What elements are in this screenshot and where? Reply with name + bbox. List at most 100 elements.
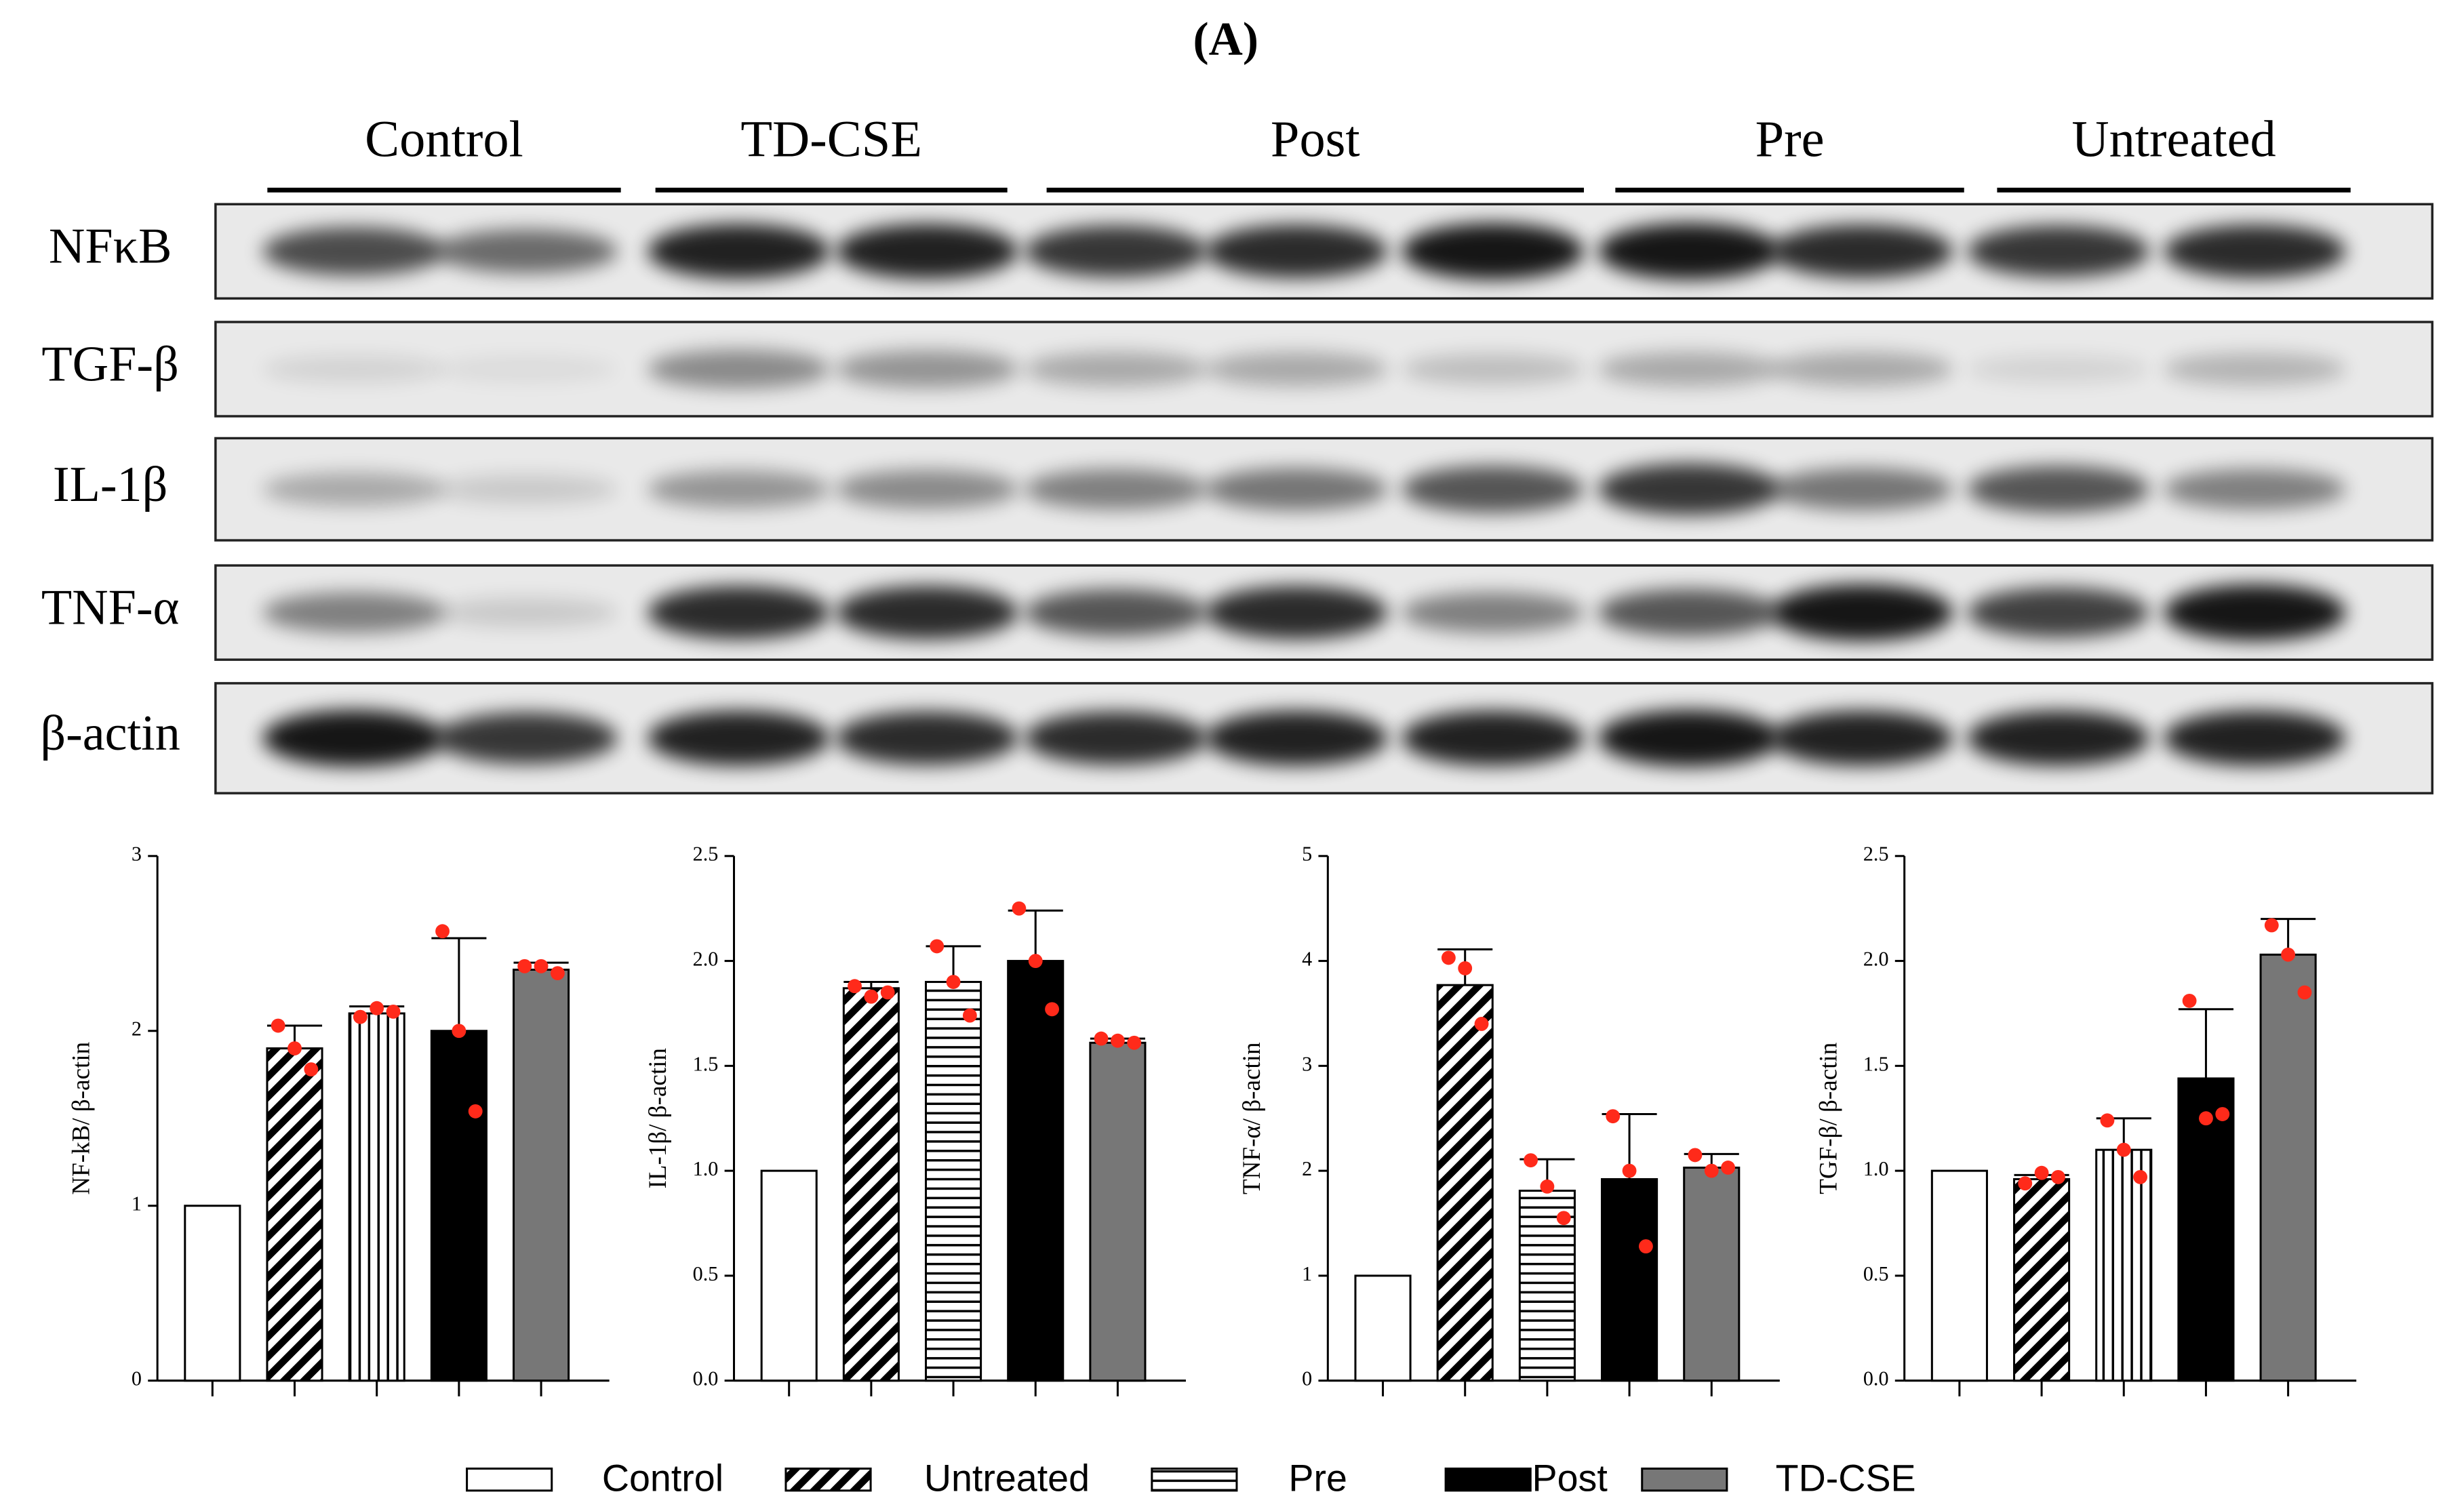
data-point <box>1012 901 1027 916</box>
blot-band <box>435 355 618 383</box>
y-tick-label: 2.0 <box>693 947 719 970</box>
y-tick-label: 2 <box>132 1018 142 1041</box>
blot-band <box>1967 710 2150 766</box>
blot-band <box>262 710 445 767</box>
legend-label: Post <box>1532 1457 1608 1499</box>
bar <box>2259 953 2317 1382</box>
y-tick-label: 4 <box>1302 947 1312 970</box>
blot-band <box>836 586 1018 640</box>
y-axis-label: TGF-β/ β-actin <box>1814 1043 1842 1194</box>
blot-band <box>1025 711 1207 765</box>
blot-band <box>1597 223 1781 280</box>
blot-band <box>1402 223 1585 280</box>
blot-band <box>648 224 830 279</box>
data-point <box>2116 1142 2131 1157</box>
bar <box>430 1030 488 1382</box>
legend-swatch <box>784 1467 872 1492</box>
data-point <box>1045 1002 1059 1017</box>
y-tick-label: 2 <box>1302 1157 1312 1180</box>
y-axis-label: NF-kB/ β-actin <box>68 1042 96 1195</box>
blot-band <box>2164 224 2346 279</box>
group-label: Post <box>1271 110 1360 168</box>
y-tick-label: 0 <box>132 1367 142 1390</box>
data-point <box>2034 1165 2049 1180</box>
blot-band <box>1967 355 2150 384</box>
data-point <box>353 1009 367 1024</box>
bar <box>1930 1169 1988 1382</box>
data-point <box>1028 954 1043 968</box>
data-point <box>534 959 549 973</box>
blot-band <box>648 586 830 640</box>
blot-band <box>2164 710 2346 766</box>
bar <box>1354 1274 1412 1382</box>
y-tick-label: 0.0 <box>693 1367 719 1390</box>
y-tick-label: 2.5 <box>1863 843 1889 866</box>
y-tick-label: 2.5 <box>693 843 719 866</box>
blot-band <box>1025 225 1207 277</box>
group-label: TD-CSE <box>740 110 922 168</box>
legend-swatch <box>1444 1467 1532 1492</box>
blot-band <box>1025 588 1207 637</box>
y-tick-label: 1 <box>1302 1262 1312 1285</box>
blot-band <box>1205 586 1388 640</box>
y-tick-label: 3 <box>132 843 142 866</box>
blot-band <box>1402 353 1585 385</box>
group-label: Control <box>365 110 523 168</box>
row-label: NFκB <box>49 219 172 275</box>
blot-band <box>1770 352 1953 386</box>
blot-band <box>1967 587 2150 638</box>
data-point <box>2133 1169 2148 1184</box>
data-point <box>1622 1163 1637 1178</box>
y-tick-label: 1.5 <box>1863 1052 1889 1075</box>
row-label: β-actin <box>40 706 180 761</box>
data-point <box>880 985 895 1000</box>
bar <box>348 1012 405 1382</box>
legend-swatch <box>466 1467 553 1492</box>
data-point <box>1556 1211 1571 1226</box>
data-point <box>435 924 450 939</box>
blot-band <box>1770 224 1953 279</box>
data-point <box>848 979 862 994</box>
y-axis-label: TNF-α/ β-actin <box>1238 1042 1266 1194</box>
y-tick-label: 3 <box>1302 1052 1312 1075</box>
panel-label: (A) <box>1193 14 1258 66</box>
data-point <box>2264 918 2279 933</box>
data-point <box>386 1004 401 1019</box>
blot-band <box>1402 592 1585 633</box>
blot-band <box>435 597 618 628</box>
row-label: TNF-α <box>41 580 180 636</box>
legend-label: TD-CSE <box>1776 1457 1916 1499</box>
data-point <box>2100 1113 2115 1128</box>
bar <box>184 1205 241 1382</box>
blot-band <box>435 474 618 504</box>
legend-label: Untreated <box>924 1457 1090 1499</box>
blot-band <box>262 226 445 276</box>
data-point <box>1524 1153 1538 1168</box>
data-point <box>864 989 879 1004</box>
bar <box>266 1047 323 1382</box>
data-point <box>468 1104 483 1119</box>
data-point <box>452 1024 466 1039</box>
bar <box>760 1169 818 1382</box>
blot-band <box>1205 224 1388 279</box>
data-point <box>370 1001 384 1015</box>
data-point <box>517 959 532 973</box>
data-point <box>1638 1239 1653 1253</box>
data-point <box>1606 1109 1621 1124</box>
row-label: IL-1β <box>53 457 167 512</box>
blot-band <box>1205 468 1388 511</box>
data-point <box>1688 1148 1703 1163</box>
data-point <box>2050 1169 2065 1184</box>
data-point <box>1474 1017 1489 1031</box>
blot-band <box>1770 584 1953 641</box>
legend-label: Control <box>602 1457 723 1499</box>
blot-band <box>1205 352 1388 386</box>
y-tick-label: 2.0 <box>1863 947 1889 970</box>
bar <box>1007 960 1065 1382</box>
blot-band <box>2164 468 2346 510</box>
data-point <box>2182 993 2197 1008</box>
bar <box>2177 1077 2235 1382</box>
legend-swatch <box>1641 1467 1728 1492</box>
